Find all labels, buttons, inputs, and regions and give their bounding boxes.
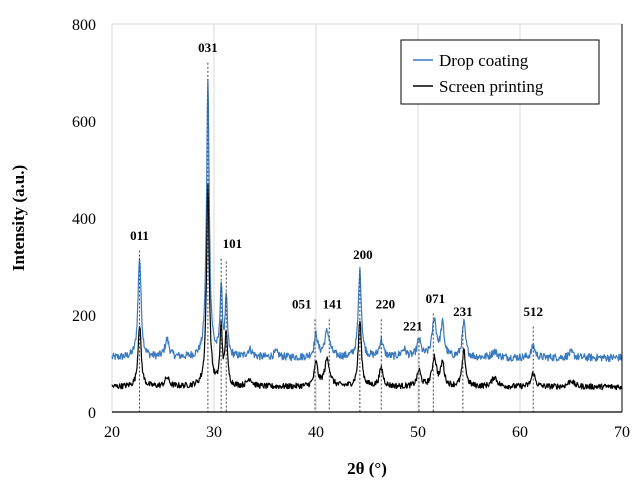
y-axis-label: Intensity (a.u.): [9, 165, 28, 271]
series-layer: [111, 78, 623, 391]
peak-label: 031: [198, 40, 218, 55]
y-tick-label: 200: [72, 308, 96, 325]
x-tick-label: 20: [104, 424, 120, 441]
legend: Drop coating Screen printing: [400, 39, 600, 105]
peak-label: 101: [223, 236, 243, 251]
axes: [112, 24, 623, 413]
legend-label-drop-coating: Drop coating: [439, 51, 529, 70]
peak-label: 011: [130, 228, 149, 243]
legend-box: [400, 39, 600, 105]
y-tick-label: 0: [88, 405, 96, 422]
x-tick-label: 30: [206, 424, 222, 441]
legend-label-screen-printing: Screen printing: [439, 77, 544, 96]
x-tick-label: 40: [308, 424, 324, 441]
peak-label: 220: [376, 297, 396, 312]
peak-label: 231: [453, 304, 473, 319]
peak-label: 200: [353, 247, 373, 262]
series-line-screen-printing: [111, 183, 623, 391]
series-line-drop-coating: [111, 78, 623, 362]
x-tick-label: 50: [410, 424, 426, 441]
peak-label: 071: [426, 291, 446, 306]
tick-labels: 20 30 40 50 60 70 0 200 400 600 800: [72, 17, 630, 441]
x-tick-label: 70: [614, 424, 630, 441]
peak-label: 221: [403, 319, 423, 334]
peak-label: 512: [524, 304, 544, 319]
peak-label: 141: [323, 297, 343, 312]
x-axis-label: 2θ (°): [347, 459, 387, 478]
peak-label: 051: [292, 297, 312, 312]
y-tick-label: 800: [72, 17, 96, 34]
y-tick-label: 400: [72, 211, 96, 228]
y-tick-label: 600: [72, 114, 96, 131]
x-tick-label: 60: [512, 424, 528, 441]
